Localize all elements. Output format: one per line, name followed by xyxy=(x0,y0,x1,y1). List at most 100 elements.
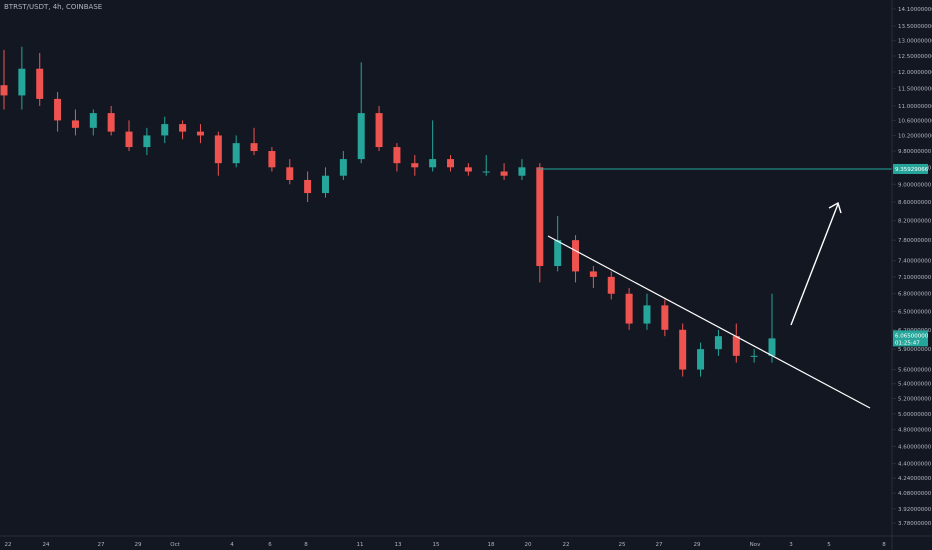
x-tick-label: Nov xyxy=(750,542,761,548)
candle-body xyxy=(214,135,222,164)
x-tick-label: 27 xyxy=(656,542,663,548)
y-tick-label: 4.40000000 xyxy=(898,462,932,468)
y-tick-label: 7.80000000 xyxy=(898,238,932,244)
y-tick-label: 10.20000000 xyxy=(898,133,932,139)
projection-arrow-shaft xyxy=(790,203,839,326)
x-tick-label: 27 xyxy=(98,542,105,548)
y-tick-label: 7.40000000 xyxy=(898,259,932,265)
candle-body xyxy=(321,175,329,194)
y-tick-label: 5.90000000 xyxy=(898,347,932,353)
candle-body xyxy=(536,167,544,267)
y-tick-label: 11.00000000 xyxy=(898,104,932,110)
candle-body xyxy=(143,135,151,148)
y-tick-label: 8.20000000 xyxy=(898,219,932,225)
candle-body xyxy=(339,159,347,176)
x-tick-label: 22 xyxy=(563,542,570,548)
last-price-countdown: 01:25:47 xyxy=(895,340,920,346)
candle-body xyxy=(679,329,687,370)
x-tick-label: 5 xyxy=(827,542,831,548)
candle-body xyxy=(768,338,776,356)
y-tick-label: 4.08000000 xyxy=(898,491,932,497)
candle-body xyxy=(54,98,62,121)
candle-body xyxy=(357,113,365,160)
level-price-tag xyxy=(893,163,928,174)
candle-body xyxy=(18,68,26,96)
x-tick-label: 29 xyxy=(135,542,142,548)
candle-body xyxy=(232,143,240,164)
y-tick-label: 13.00000000 xyxy=(898,39,932,45)
candle-body xyxy=(286,167,294,180)
candle-body xyxy=(500,171,508,176)
candle-body xyxy=(697,349,705,370)
candle-body xyxy=(125,131,133,148)
candle-body xyxy=(643,305,651,324)
candle-body xyxy=(71,120,79,128)
y-tick-label: 4.24000000 xyxy=(898,476,932,482)
x-tick-label: 3 xyxy=(789,542,793,548)
x-tick-label: 20 xyxy=(525,542,532,548)
candle-body xyxy=(304,179,312,194)
candle-body xyxy=(750,355,758,357)
y-tick-label: 9.00000000 xyxy=(898,182,932,188)
x-tick-label: 6 xyxy=(268,542,272,548)
candle-body xyxy=(161,124,169,136)
x-tick-label: 18 xyxy=(488,542,495,548)
candle-body xyxy=(411,163,419,168)
candles-layer xyxy=(0,46,776,377)
y-tick-label: 11.50000000 xyxy=(898,87,932,93)
x-tick-label: 25 xyxy=(619,542,626,548)
candle-body xyxy=(89,113,97,128)
candle-body xyxy=(107,113,115,132)
x-tick-label: 8 xyxy=(304,542,308,548)
y-tick-label: 8.60000000 xyxy=(898,200,932,206)
candle-body xyxy=(625,293,633,324)
x-tick-label: 29 xyxy=(694,542,701,548)
candle-body xyxy=(179,124,187,132)
candle-body xyxy=(36,68,44,99)
y-tick-label: 6.50000000 xyxy=(898,309,932,315)
candle-body xyxy=(732,336,740,356)
chart-title: BTRST/USDT, 4h, COINBASE xyxy=(4,3,103,11)
y-tick-label: 5.40000000 xyxy=(898,382,932,388)
candle-body xyxy=(714,336,722,350)
x-tick-label: 24 xyxy=(43,542,50,548)
candle-body xyxy=(375,113,383,148)
candle-body xyxy=(482,171,490,173)
candle-body xyxy=(554,240,562,267)
candle-body xyxy=(661,305,669,330)
y-tick-label: 3.78000000 xyxy=(898,521,932,527)
x-tick-label: 13 xyxy=(395,542,402,548)
candle-body xyxy=(447,159,455,168)
candle-body xyxy=(268,151,276,168)
projection-arrow-head xyxy=(828,201,842,214)
candle-body xyxy=(0,85,8,96)
y-tick-label: 12.00000000 xyxy=(898,70,932,76)
last-price-tag xyxy=(893,330,928,347)
y-tick-label: 12.50000000 xyxy=(898,54,932,60)
candle-body xyxy=(196,131,204,136)
y-tick-label: 13.50000000 xyxy=(898,24,932,30)
candle-body xyxy=(464,167,472,172)
y-tick-label: 4.60000000 xyxy=(898,444,932,450)
y-tick-label: 3.92000000 xyxy=(898,507,932,513)
x-tick-label: Oct xyxy=(170,542,180,548)
x-tick-label: 4 xyxy=(230,542,234,548)
x-tick-label: 8 xyxy=(882,542,886,548)
candle-body xyxy=(393,147,401,164)
candle-body xyxy=(429,159,437,168)
candle-body xyxy=(250,143,258,152)
y-tick-label: 7.10000000 xyxy=(898,275,932,281)
y-tick-label: 9.80000000 xyxy=(898,149,932,155)
candle-body xyxy=(607,276,615,294)
y-tick-label: 4.80000000 xyxy=(898,428,932,434)
y-tick-label: 5.00000000 xyxy=(898,412,932,418)
x-tick-label: 15 xyxy=(433,542,440,548)
candle-body xyxy=(589,271,597,277)
candle-body xyxy=(518,167,526,176)
x-axis: 22 24 27 29 Oct 4 6 8 11 13 15 18 20 22 25 27 29 Nov 3 5 8 xyxy=(5,542,887,548)
last-price-label: 6.06500000 xyxy=(895,333,929,339)
y-tick-label: 14.10000000 xyxy=(898,7,932,13)
x-tick-label: 11 xyxy=(357,542,364,548)
